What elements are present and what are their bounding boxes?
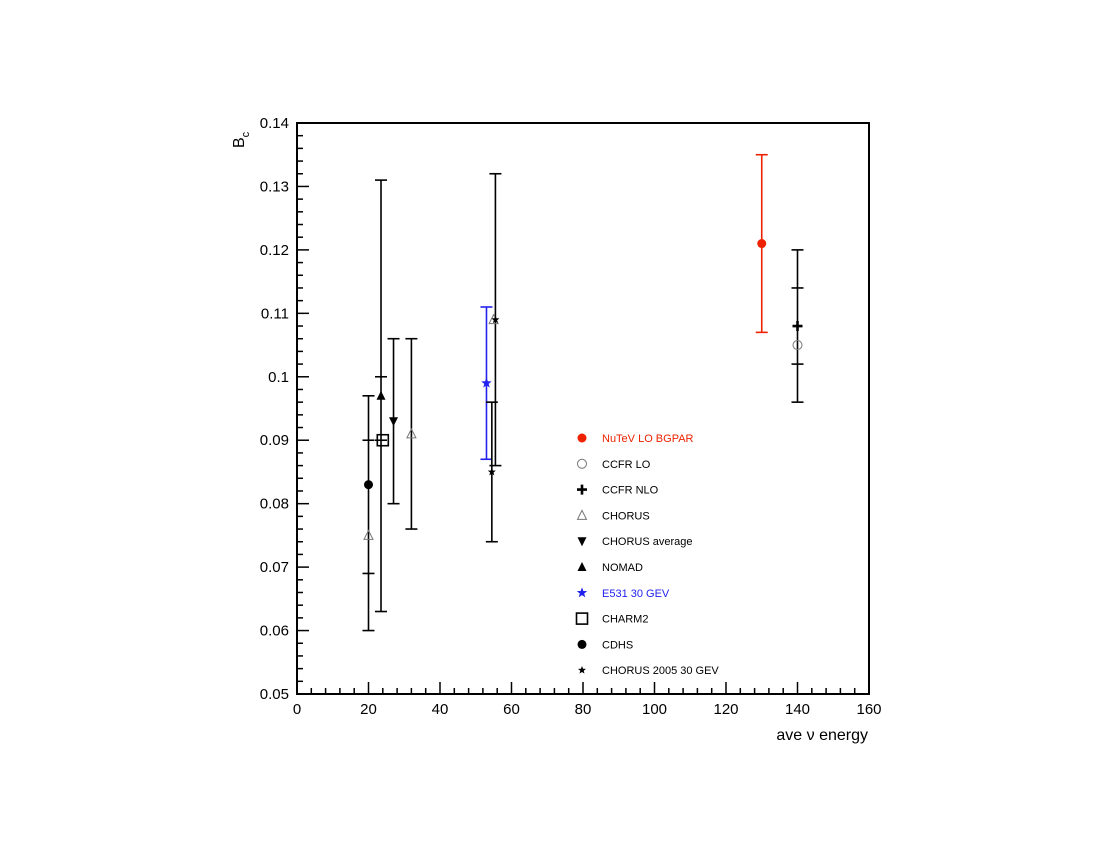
nutev-lo-bgpar-legend-marker: [577, 433, 587, 443]
y-tick-label: 0.12: [260, 242, 289, 259]
nomad-legend-label: NOMAD: [602, 562, 643, 574]
chorus-legend-label: CHORUS: [602, 510, 650, 522]
e531-30-gev-point: [481, 377, 492, 388]
chorus-average-legend-marker: [577, 537, 587, 547]
y-axis-tick-labels: 0.05 0.06 0.07 0.08 0.09 0.1 0.11 0.12 0.13 0.14: [260, 115, 289, 703]
chorus-average-point: [389, 417, 399, 427]
cdhs-legend-label: CDHS: [602, 639, 633, 651]
chorus-2005-30-gev-point: [487, 467, 496, 476]
x-tick-label: 20: [360, 701, 377, 718]
nutev-lo-bgpar-legend-label: NuTeV LO BGPAR: [602, 433, 694, 445]
charm2-point: [376, 433, 390, 447]
data-markers: [363, 239, 803, 540]
plot-frame: [296, 122, 870, 695]
x-tick-label: 60: [503, 701, 520, 718]
nomad-point: [376, 390, 386, 400]
x-tick-label: 100: [642, 701, 667, 718]
cdhs-point: [364, 480, 373, 490]
y-tick-label: 0.06: [260, 623, 289, 640]
y-tick-label: 0.08: [260, 496, 289, 513]
ccfr-lo-legend-label: CCFR LO: [602, 459, 651, 471]
y-tick-label: 0.05: [260, 686, 289, 703]
y-axis-ticks: [297, 122, 309, 695]
charm2-legend-marker: [575, 612, 589, 625]
x-tick-label: 0: [293, 701, 301, 718]
y-tick-label: 0.14: [260, 115, 289, 132]
ccfr-nlo-point: [792, 321, 803, 332]
x-tick-label: 40: [432, 701, 449, 718]
x-axis-title: ave ν energy: [776, 727, 868, 744]
chorus-2005-30-gev-legend-marker: [578, 666, 586, 674]
e531-30-gev-legend-label: E531 30 GEV: [602, 588, 670, 600]
x-axis-ticks: [296, 682, 870, 694]
chorus-2005-30-gev-point: [491, 315, 500, 324]
y-tick-label: 0.1: [268, 369, 289, 386]
y-axis-title-subscript: c: [240, 131, 252, 137]
ccfr-nlo-legend-label: CCFR NLO: [602, 485, 659, 497]
x-tick-label: 160: [856, 701, 881, 718]
chorus-point: [406, 427, 417, 439]
nomad-legend-marker: [577, 562, 587, 571]
e531-30-gev-legend-marker: [576, 587, 588, 598]
y-axis-title-main: B: [231, 137, 248, 148]
y-tick-label: 0.07: [260, 559, 289, 576]
chorus-average-legend-label: CHORUS average: [602, 536, 692, 548]
charm2-legend-label: CHARM2: [602, 614, 648, 626]
chorus-point: [363, 529, 374, 540]
y-axis-title: Bc: [231, 131, 252, 148]
y-tick-label: 0.11: [261, 305, 289, 322]
cdhs-legend-marker: [577, 639, 587, 649]
ccfr-nlo-legend-marker: [577, 484, 587, 495]
y-tick-label: 0.13: [260, 178, 289, 195]
chorus-2005-30-gev-legend-label: CHORUS 2005 30 GEV: [602, 665, 719, 677]
x-tick-label: 80: [575, 701, 592, 718]
x-axis-tick-labels: 0 20 40 60 80 100 120 140 160: [293, 701, 882, 718]
ccfr-lo-legend-marker: [577, 458, 587, 469]
y-tick-label: 0.09: [260, 432, 289, 449]
nutev-lo-bgpar-point: [757, 239, 767, 249]
ccfr-lo-point: [792, 340, 803, 351]
error-bars: [362, 153, 804, 632]
x-tick-label: 120: [713, 701, 738, 718]
legend: NuTeV LO BGPAR CCFR LO CCFR NLO CHORUS CHORU…: [575, 433, 719, 677]
chorus-legend-marker: [576, 509, 588, 520]
x-tick-label: 140: [785, 701, 810, 718]
